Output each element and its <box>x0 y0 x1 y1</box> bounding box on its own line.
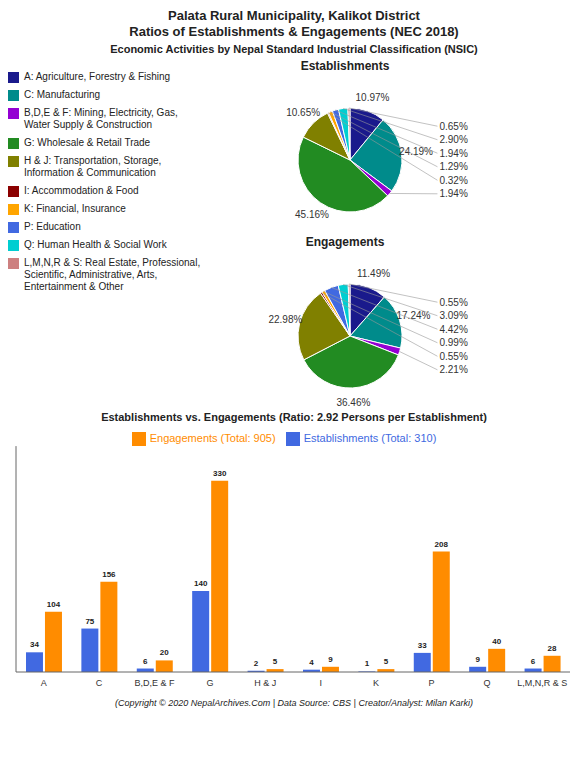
svg-text:A: A <box>41 678 47 688</box>
svg-text:45.16%: 45.16% <box>295 209 329 220</box>
html-text:A: Agriculture, Forestry & Fis: A: Agriculture, Forestry & Fishing <box>24 71 171 82</box>
svg-text:1.94%: 1.94% <box>439 148 467 159</box>
svg-text:5: 5 <box>273 657 278 666</box>
svg-text:9: 9 <box>328 655 333 664</box>
svg-text:Q: Q <box>483 678 490 688</box>
svg-text:9: 9 <box>475 655 480 664</box>
html-text:(Copyright © 2020 NepalArchive: (Copyright © 2020 NepalArchives.Com | Da… <box>115 698 473 708</box>
svg-text:28: 28 <box>548 644 557 653</box>
html-text:I: Accommodation & Food: I: Accommodation & Food <box>24 185 139 196</box>
svg-text:156: 156 <box>102 570 116 579</box>
svg-text:104: 104 <box>47 600 61 609</box>
html-text:Establishments (Total: 310): Establishments (Total: 310) <box>303 432 437 444</box>
svg-text:C: C <box>96 678 103 688</box>
svg-text:L,M,N,R & S: L,M,N,R & S <box>517 678 567 688</box>
svg-text:I: I <box>319 678 322 688</box>
svg-text:4.42%: 4.42% <box>439 324 467 335</box>
svg-text:3.09%: 3.09% <box>439 310 467 321</box>
svg-text:G: G <box>206 678 213 688</box>
svg-text:75: 75 <box>85 617 94 626</box>
svg-text:10.97%: 10.97% <box>356 92 390 103</box>
svg-text:4: 4 <box>309 658 314 667</box>
svg-text:22.98%: 22.98% <box>268 314 302 325</box>
html-text:Economic Activities by Nepal S: Economic Activities by Nepal Standard In… <box>110 43 478 55</box>
svg-text:0.65%: 0.65% <box>439 121 467 132</box>
html-text:Ratios of Establishments & Eng: Ratios of Establishments & Engagements (… <box>129 24 459 39</box>
svg-text:140: 140 <box>194 579 208 588</box>
svg-text:17.24%: 17.24% <box>396 310 431 322</box>
svg-text:K: K <box>373 678 379 688</box>
html-text:H & J: Transportation, Storage: H & J: Transportation, Storage, Informat… <box>24 155 162 178</box>
svg-text:1.94%: 1.94% <box>439 188 467 199</box>
svg-text:B,D,E & F: B,D,E & F <box>134 678 175 688</box>
svg-text:330: 330 <box>213 469 227 478</box>
svg-text:33: 33 <box>418 641 427 650</box>
svg-text:2: 2 <box>254 659 259 668</box>
svg-text:H & J: H & J <box>254 678 276 688</box>
html-text:Establishments: Establishments <box>300 59 390 73</box>
svg-text:0.55%: 0.55% <box>439 297 467 308</box>
html-text:Q: Human Health & Social Work: Q: Human Health & Social Work <box>24 239 167 250</box>
html-text:L,M,N,R & S: Real Estate, Prof: L,M,N,R & S: Real Estate, Professional, … <box>24 257 201 292</box>
svg-text:2.21%: 2.21% <box>439 364 467 375</box>
html-text:Palata Rural Municipality, Kal: Palata Rural Municipality, Kalikot Distr… <box>168 8 420 23</box>
svg-text:34: 34 <box>30 640 39 649</box>
html-text:Engagements: Engagements <box>305 235 385 249</box>
svg-text:1.29%: 1.29% <box>439 161 467 172</box>
html-text:B,D,E & F: Mining, Electricity: B,D,E & F: Mining, Electricity, Gas, Wat… <box>24 107 178 130</box>
svg-text:6: 6 <box>531 657 536 666</box>
svg-text:0.55%: 0.55% <box>439 351 467 362</box>
svg-text:5: 5 <box>384 657 389 666</box>
svg-text:11.49%: 11.49% <box>357 268 390 279</box>
html-text:Establishments vs. Engagements: Establishments vs. Engagements (Ratio: 2… <box>101 411 487 423</box>
html-text:Engagements (Total: 905): Engagements (Total: 905) <box>149 432 276 444</box>
svg-text:20: 20 <box>160 648 169 657</box>
svg-text:40: 40 <box>492 637 501 646</box>
svg-text:36.46%: 36.46% <box>336 397 370 408</box>
svg-text:0.32%: 0.32% <box>439 175 467 186</box>
html-text:K: Financial, Insurance: K: Financial, Insurance <box>24 203 126 214</box>
html-text:P: Education: P: Education <box>24 221 81 232</box>
svg-text:P: P <box>428 678 434 688</box>
svg-text:0.99%: 0.99% <box>439 337 467 348</box>
svg-text:10.65%: 10.65% <box>286 107 320 118</box>
svg-text:6: 6 <box>143 657 148 666</box>
html-text:C: Manufacturing: C: Manufacturing <box>24 89 101 100</box>
svg-text:24.19%: 24.19% <box>399 146 433 158</box>
svg-text:1: 1 <box>365 659 370 668</box>
svg-text:2.90%: 2.90% <box>439 134 467 145</box>
html-text:G: Wholesale & Retail Trade: G: Wholesale & Retail Trade <box>24 137 151 148</box>
svg-text:208: 208 <box>435 540 449 549</box>
